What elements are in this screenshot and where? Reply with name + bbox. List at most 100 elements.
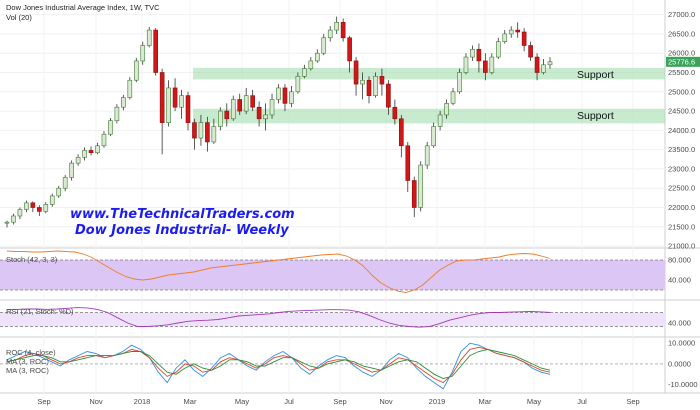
rsi-label: RSI (21, Stoch: %D) (6, 307, 74, 316)
price-tick-label: 25500.0 (668, 68, 695, 77)
indicator-series-line (6, 348, 551, 379)
candle-up (11, 215, 16, 223)
price-tick-label: 24500.0 (668, 107, 695, 116)
time-tick-label: Mar (479, 397, 492, 406)
candle-up (121, 97, 126, 108)
time-tick-label: Mar (184, 397, 197, 406)
roc-ma-label-2: MA (3, ROC) (6, 366, 49, 375)
candle-down (88, 150, 94, 154)
price-tick-label: 22500.0 (668, 184, 695, 193)
candle-up (508, 29, 514, 35)
time-tick-label: May (235, 397, 249, 406)
time-tick-label: Sep (333, 397, 346, 406)
price-tick-label: 23000.0 (668, 164, 695, 173)
last-price-tag (666, 56, 700, 67)
candle-up (424, 145, 430, 166)
candle-up (289, 91, 294, 104)
candle-up (495, 41, 501, 58)
indicator-band (0, 260, 665, 290)
candle-down (483, 60, 488, 73)
candle-down (347, 37, 352, 62)
candle-up (230, 99, 236, 120)
time-tick-label: Sep (626, 397, 639, 406)
watermark-subtitle: Dow Jones Industrial- Weekly (75, 223, 289, 238)
candle-down (37, 207, 42, 212)
candle-down (521, 31, 527, 46)
candle-down (153, 29, 158, 73)
candle-down (282, 87, 288, 104)
candle-down (159, 72, 165, 123)
price-tick-label: 24000.0 (668, 126, 695, 135)
stoch-label: Stoch (42, 3, 3) (6, 255, 58, 264)
candle-up (56, 187, 62, 197)
indicator-tick-label: -10.0000 (668, 380, 698, 389)
candle-up (308, 60, 314, 69)
time-tick-label: Nov (89, 397, 103, 406)
candle-up (321, 37, 327, 54)
candle-up (444, 103, 449, 116)
candle-down (534, 56, 540, 73)
chart-title: Dow Jones Industrial Average Index, 1W, … (6, 3, 160, 12)
candle-up (463, 56, 469, 73)
price-tick-label: 26000.0 (668, 49, 695, 58)
indicator-series-line (6, 342, 551, 390)
indicator-tick-label: 40.000 (668, 319, 691, 328)
candle-down (366, 79, 372, 96)
candle-up (62, 177, 68, 189)
candle-up (334, 22, 339, 31)
indicator-tick-label: 0.0000 (668, 359, 691, 368)
indicator-series-line (6, 307, 551, 328)
support-zone (193, 67, 665, 80)
candle-down (411, 180, 417, 208)
candle-up (179, 95, 184, 108)
candle-up (373, 76, 378, 96)
support-zones (193, 67, 665, 124)
candle-down (340, 22, 346, 39)
indicator-tick-label: 80.000 (668, 256, 691, 265)
candle-up (302, 68, 307, 77)
candle-up (360, 79, 365, 85)
candle-down (172, 87, 178, 108)
time-tick-label: 2019 (429, 397, 446, 406)
roc-label: ROC (4, close) (6, 348, 56, 357)
candle-down (250, 95, 255, 108)
price-tick-label: 25000.0 (668, 87, 695, 96)
candle-down (515, 29, 520, 33)
time-tick-label: Jul (284, 397, 294, 406)
candle-up (502, 33, 508, 42)
volume-label: Vol (20) (6, 13, 32, 22)
price-tick-label: 26500.0 (668, 29, 695, 38)
candle-up (269, 99, 275, 116)
indicator-band (0, 312, 665, 327)
watermark-url: www.TheTechnicalTraders.com (70, 207, 295, 222)
candle-up (243, 95, 249, 112)
candle-down (205, 122, 210, 143)
candle-down (399, 118, 404, 147)
candle-up (17, 209, 23, 217)
time-tick-label: Nov (379, 397, 393, 406)
candle-down (237, 99, 243, 112)
candle-up (166, 87, 171, 123)
candle-up (4, 221, 10, 224)
time-tick-label: 2018 (134, 397, 151, 406)
candle-up (146, 29, 152, 46)
candle-up (418, 164, 424, 208)
candle-up (437, 114, 443, 127)
candle-up (114, 106, 120, 122)
candle-up (101, 133, 107, 147)
candle-up (457, 72, 462, 93)
candle-up (69, 162, 74, 178)
candle-up (541, 64, 546, 73)
candle-down (30, 202, 36, 208)
candle-up (82, 150, 87, 158)
candle-down (256, 106, 262, 120)
support-label-lower: Support (577, 110, 614, 122)
candle-up (263, 114, 268, 120)
time-tick-label: May (527, 397, 541, 406)
candle-up (489, 56, 495, 73)
axes: 27000.0 26500.0 26000.0 25500.0 25000.0 24500… (37, 10, 700, 406)
support-zone (193, 108, 665, 124)
price-tick-label: 23500.0 (668, 145, 695, 154)
candle-up (198, 122, 204, 139)
